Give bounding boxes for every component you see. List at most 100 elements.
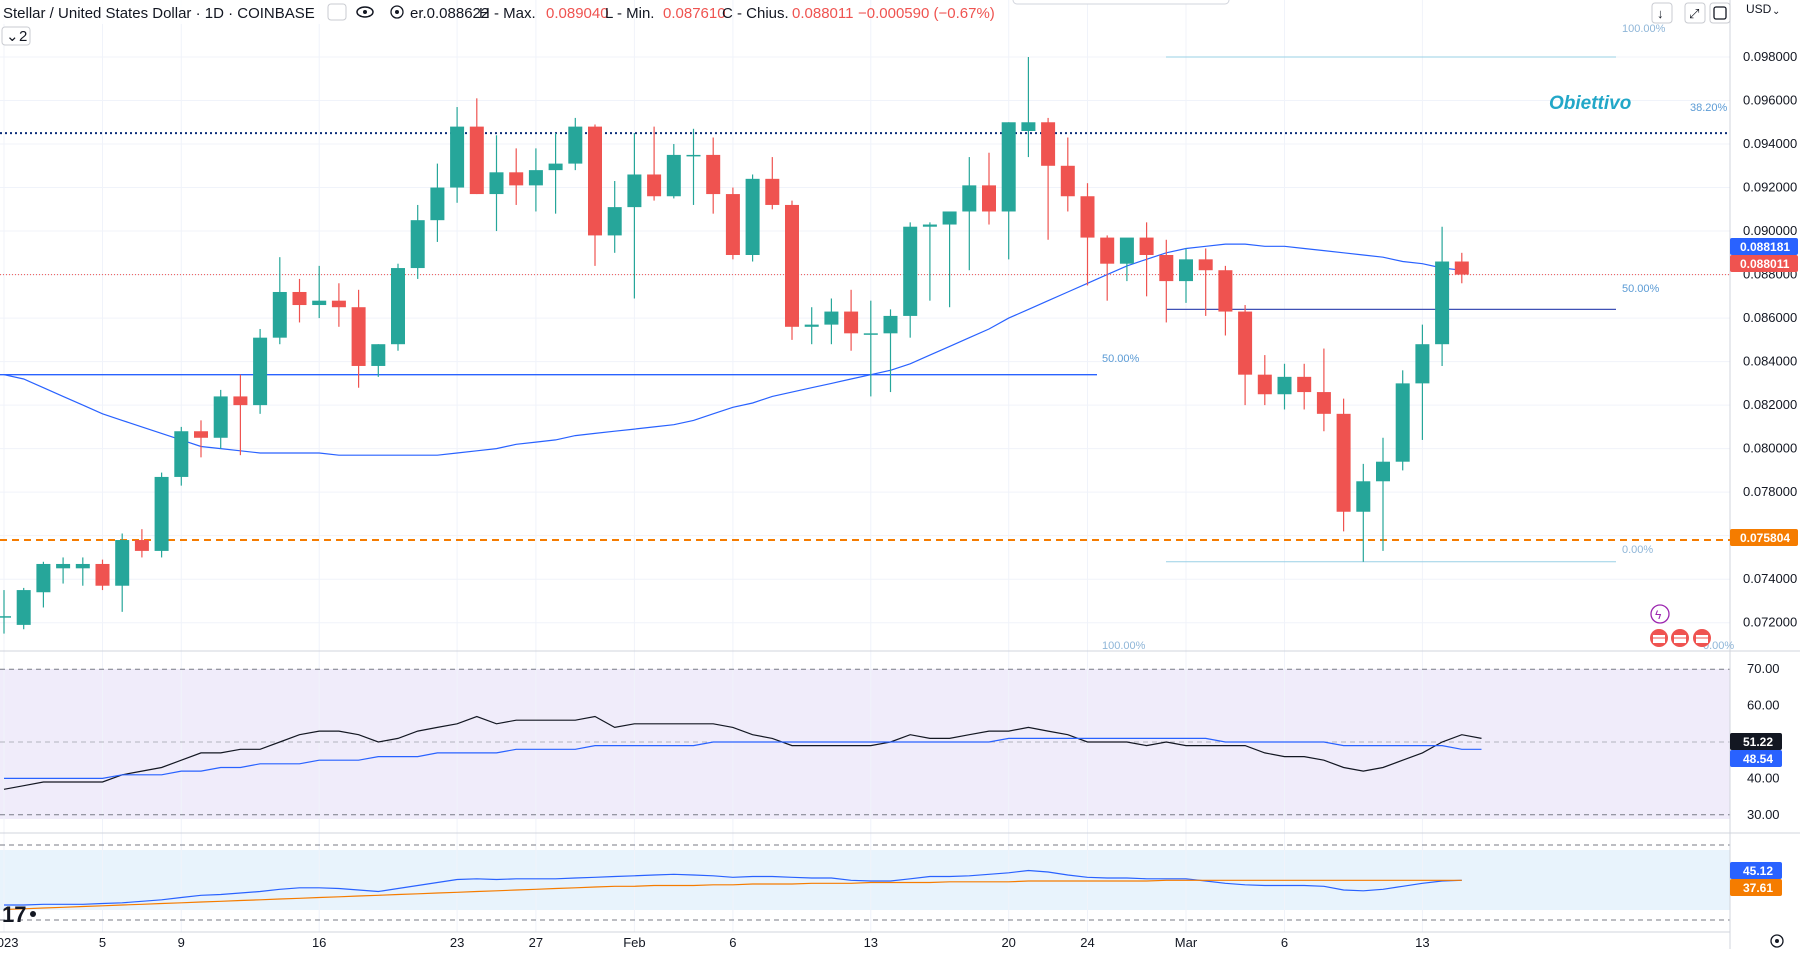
time-tick-label: 9 bbox=[178, 935, 185, 949]
ohlc-open: er.0.088622 bbox=[410, 5, 489, 22]
fib-bottom3-label: 0.00% bbox=[1703, 640, 1734, 652]
osc-signal-line bbox=[3, 879, 1462, 911]
fib-bottom2-label: 100.00% bbox=[1102, 640, 1146, 652]
last-price-tag: 0.088011 bbox=[1730, 255, 1798, 272]
fib-mid-label: 50.00% bbox=[1102, 353, 1140, 365]
candle-body bbox=[0, 616, 11, 618]
rsi-pane-bg bbox=[0, 669, 1730, 819]
candle-body bbox=[351, 307, 366, 366]
candle-body bbox=[174, 431, 189, 477]
currency-selector[interactable]: USD bbox=[1746, 2, 1772, 16]
time-tick-label: 5 bbox=[99, 935, 106, 949]
symbol-title[interactable]: Stellar / United States Dollar · 1D · CO… bbox=[3, 5, 315, 22]
price-axis[interactable]: 0.098000 0.096000 0.094000 0.092000 0.090000… bbox=[1743, 49, 1797, 822]
candle-body bbox=[745, 178, 760, 255]
rsi-tag-text: 51.22 bbox=[1743, 735, 1773, 749]
ohlc-low-label: L - Min. bbox=[605, 5, 654, 22]
target-label[interactable]: Obiettivo bbox=[1549, 93, 1631, 114]
candle-body bbox=[489, 172, 504, 195]
price-tick-label: 0.072000 bbox=[1743, 615, 1797, 630]
chart-settings-gear-icon[interactable] bbox=[1770, 934, 1784, 948]
indicator-count: 2 bbox=[19, 28, 27, 45]
time-axis[interactable]: 2023 5 9 16 23 27 Feb 6 13 20 24 Mar 6 13 bbox=[0, 935, 1430, 950]
price-tick-label: 0.082000 bbox=[1743, 397, 1797, 412]
candle-body bbox=[1376, 461, 1390, 482]
candle-body bbox=[1179, 259, 1193, 282]
event-flag-icon[interactable] bbox=[1650, 629, 1668, 647]
price-tick-label: 0.090000 bbox=[1743, 223, 1797, 238]
drawing-levels[interactable] bbox=[0, 56, 1730, 563]
time-tick-label: 23 bbox=[450, 935, 464, 949]
candle-body bbox=[331, 300, 346, 308]
candle-body bbox=[1021, 122, 1036, 131]
settings-icon[interactable] bbox=[390, 5, 404, 19]
candle-body bbox=[922, 224, 937, 227]
ohlc-close-label: C - Chius. bbox=[722, 5, 789, 22]
time-tick-label: 20 bbox=[1001, 935, 1015, 949]
candle-body bbox=[391, 268, 405, 345]
maximize-icon bbox=[1713, 6, 1727, 20]
ohlc-high: 0.089040 bbox=[546, 5, 609, 22]
candle-body bbox=[1454, 261, 1469, 275]
candle-body bbox=[1435, 261, 1450, 345]
candle-body bbox=[1395, 383, 1410, 462]
candle-body bbox=[804, 324, 819, 327]
fib-top-label: 100.00% bbox=[1622, 23, 1666, 35]
candle-body bbox=[95, 563, 110, 586]
candle-body bbox=[607, 207, 622, 236]
ohlc-change: −0.000590 (−0.67%) bbox=[858, 5, 995, 22]
scroll-down-button[interactable]: ↓ bbox=[1651, 2, 1673, 24]
ohlc-low: 0.087610 bbox=[663, 5, 726, 22]
indicator-collapse-button[interactable]: ⌄ 2 bbox=[1, 26, 31, 46]
support-tag: 0.075804 bbox=[1730, 529, 1798, 546]
candles bbox=[0, 56, 1469, 634]
rsi-ma-tag-text: 48.54 bbox=[1743, 752, 1773, 766]
event-flag-icon[interactable] bbox=[1693, 629, 1711, 647]
price-tick-label: 0.074000 bbox=[1743, 571, 1797, 586]
candle-body bbox=[686, 154, 701, 157]
candle-body bbox=[1041, 122, 1056, 166]
osc-signal-tag-text: 37.61 bbox=[1743, 881, 1773, 895]
candle-body bbox=[410, 220, 425, 269]
candle-body bbox=[588, 126, 602, 236]
candle-body bbox=[1119, 237, 1134, 264]
osc-main-tag-text: 45.12 bbox=[1743, 864, 1773, 878]
candle-body bbox=[765, 178, 780, 205]
candle-body bbox=[154, 476, 169, 551]
candle-body bbox=[824, 311, 839, 325]
candle-body bbox=[568, 126, 583, 164]
candle-body bbox=[509, 172, 524, 186]
rsi-ma-tag: 48.54 bbox=[1730, 750, 1782, 767]
maximize-button[interactable] bbox=[1709, 2, 1731, 24]
popout-button[interactable]: ⤢ bbox=[1684, 2, 1706, 24]
chevron-down-icon: ⌄ bbox=[6, 28, 19, 45]
candle-body bbox=[75, 563, 90, 569]
price-tick-label: 0.084000 bbox=[1743, 354, 1797, 369]
tradingview-logo[interactable]: 17 bbox=[2, 902, 36, 927]
candle-body bbox=[1356, 481, 1371, 512]
eye-icon[interactable] bbox=[327, 3, 374, 21]
toolbar-panel[interactable] bbox=[1012, 0, 1230, 5]
candle-body bbox=[233, 396, 248, 406]
candle-body bbox=[1415, 344, 1430, 384]
rsi-lines bbox=[3, 715, 1482, 790]
candle-body bbox=[56, 563, 71, 569]
event-flag-icon[interactable] bbox=[1671, 629, 1689, 647]
rsi-line bbox=[3, 715, 1482, 790]
candle-body bbox=[1277, 376, 1292, 395]
candle-body bbox=[785, 204, 799, 327]
time-tick-label: 6 bbox=[729, 935, 736, 949]
candle-body bbox=[1257, 374, 1272, 395]
target-level-label: 38.20% bbox=[1690, 102, 1728, 114]
chevron-down-icon[interactable]: ⌄ bbox=[1772, 6, 1780, 17]
sma-value-tag: 0.088181 bbox=[1730, 238, 1798, 255]
time-tick-label: 13 bbox=[864, 935, 878, 949]
alert-flash-icon[interactable]: ϟ bbox=[1650, 604, 1670, 624]
candle-body bbox=[666, 154, 681, 197]
svg-text:17: 17 bbox=[2, 902, 26, 927]
osc-main-tag: 45.12 bbox=[1730, 862, 1782, 879]
candle-body bbox=[1336, 413, 1351, 512]
candle-body bbox=[1139, 237, 1154, 255]
rsi-tag: 51.22 bbox=[1730, 733, 1782, 750]
